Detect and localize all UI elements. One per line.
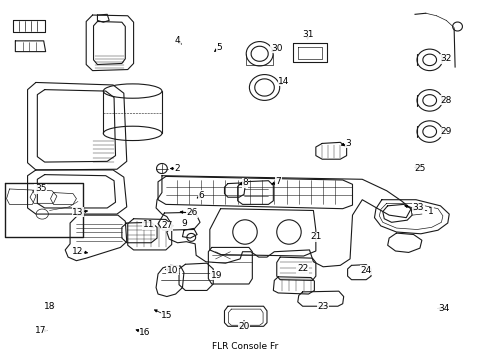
Text: 21: 21: [310, 232, 321, 241]
Text: 28: 28: [441, 96, 452, 105]
Text: 22: 22: [297, 265, 308, 274]
Text: 15: 15: [161, 311, 172, 320]
Text: 6: 6: [198, 191, 204, 200]
Text: 33: 33: [413, 203, 424, 212]
Text: 5: 5: [217, 43, 222, 52]
Text: 9: 9: [181, 219, 187, 228]
Text: 24: 24: [361, 266, 372, 275]
Text: 31: 31: [302, 30, 313, 39]
Text: 8: 8: [242, 178, 248, 187]
Text: 2: 2: [175, 164, 180, 173]
Text: 30: 30: [271, 44, 283, 53]
Text: 26: 26: [187, 208, 198, 217]
Text: 16: 16: [139, 328, 150, 337]
Text: 17: 17: [35, 326, 47, 335]
Text: 10: 10: [167, 266, 178, 275]
Text: 18: 18: [44, 302, 55, 311]
Text: 7: 7: [275, 177, 281, 186]
Text: 27: 27: [161, 221, 172, 230]
Text: 35: 35: [35, 184, 47, 193]
Text: 12: 12: [72, 247, 84, 256]
Text: 20: 20: [238, 322, 250, 331]
Text: 29: 29: [441, 127, 452, 136]
Text: 19: 19: [211, 270, 222, 279]
Text: 23: 23: [318, 302, 329, 311]
Text: FLR Console Fr: FLR Console Fr: [212, 342, 278, 351]
Text: 3: 3: [346, 139, 351, 148]
Text: 32: 32: [441, 54, 452, 63]
Text: 13: 13: [72, 208, 84, 217]
Text: 25: 25: [414, 164, 426, 173]
Text: 11: 11: [143, 220, 154, 229]
Text: 4: 4: [175, 36, 180, 45]
Text: 14: 14: [278, 77, 290, 86]
Text: 34: 34: [439, 304, 450, 313]
Text: 1: 1: [428, 207, 434, 216]
